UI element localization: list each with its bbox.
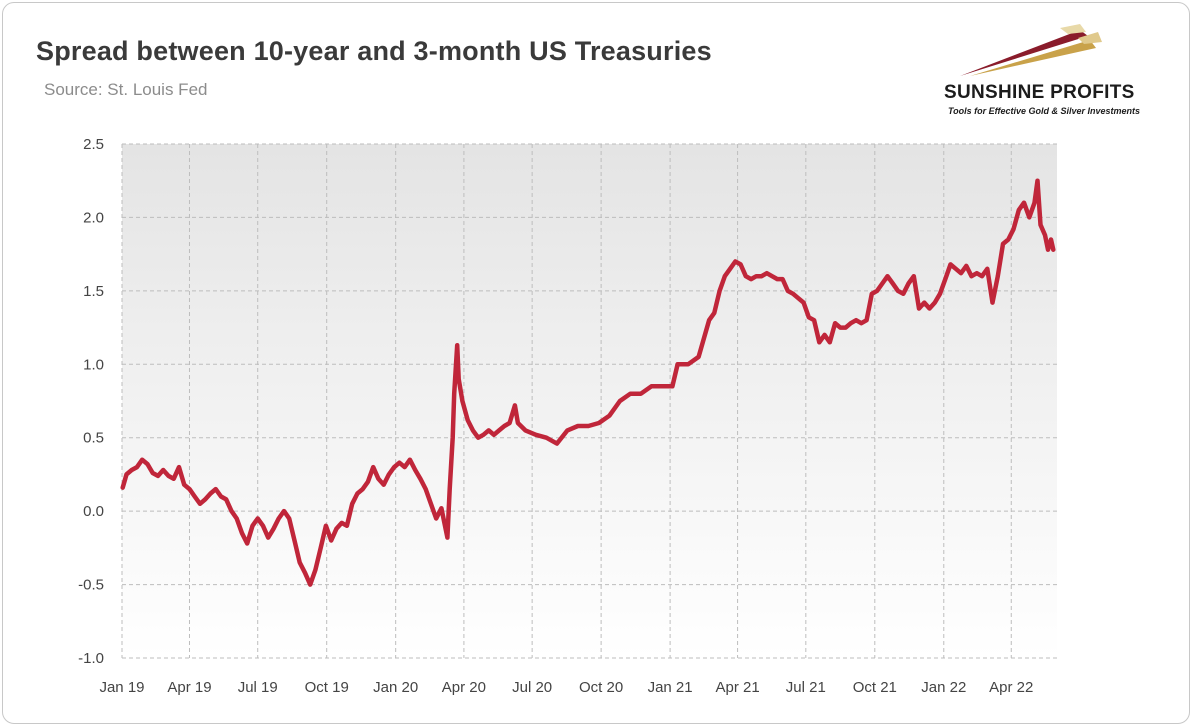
x-tick-label: Jan 20 bbox=[373, 679, 418, 696]
x-tick-label: Apr 21 bbox=[715, 679, 759, 696]
logo-name: SUNSHINE PROFITS bbox=[944, 82, 1135, 103]
x-tick-label: Jul 21 bbox=[786, 679, 826, 696]
x-tick-label: Apr 19 bbox=[167, 679, 211, 696]
x-tick-label: Jul 19 bbox=[238, 679, 278, 696]
x-tick-label: Jan 21 bbox=[648, 679, 693, 696]
x-tick-label: Apr 22 bbox=[989, 679, 1033, 696]
x-tick-label: Oct 19 bbox=[305, 679, 349, 696]
logo-tagline: Tools for Effective Gold & Silver Invest… bbox=[948, 106, 1141, 116]
y-tick-label: 1.5 bbox=[83, 283, 104, 300]
x-tick-label: Oct 20 bbox=[579, 679, 623, 696]
x-tick-label: Jul 20 bbox=[512, 679, 552, 696]
x-tick-label: Jan 22 bbox=[921, 679, 966, 696]
x-tick-label: Jan 19 bbox=[99, 679, 144, 696]
x-axis: Jan 19 Apr 19 Jul 19 Oct 19 Jan 20 Apr 20 Jul … bbox=[99, 679, 1033, 696]
chart-title: Spread between 10-year and 3-month US Tr… bbox=[36, 36, 712, 66]
y-axis: 2.5 2.0 1.5 1.0 0.5 0.0 -0.5 -1.0 bbox=[78, 136, 104, 667]
x-tick-label: Apr 20 bbox=[442, 679, 486, 696]
y-tick-label: 2.5 bbox=[83, 136, 104, 153]
plot-area bbox=[122, 144, 1057, 658]
y-tick-label: 0.0 bbox=[83, 503, 104, 520]
logo-sunburst-icon bbox=[960, 24, 1102, 76]
series-line bbox=[120, 178, 1056, 587]
y-tick-label: -1.0 bbox=[78, 650, 104, 667]
y-tick-label: 1.0 bbox=[83, 356, 104, 373]
x-tick-label: Oct 21 bbox=[853, 679, 897, 696]
chart-subtitle: Source: St. Louis Fed bbox=[44, 80, 208, 99]
y-tick-label: 2.0 bbox=[83, 209, 104, 226]
y-tick-label: 0.5 bbox=[83, 430, 104, 447]
sunshine-profits-logo: SUNSHINE PROFITS Tools for Effective Gol… bbox=[930, 18, 1180, 118]
y-tick-label: -0.5 bbox=[78, 577, 104, 594]
